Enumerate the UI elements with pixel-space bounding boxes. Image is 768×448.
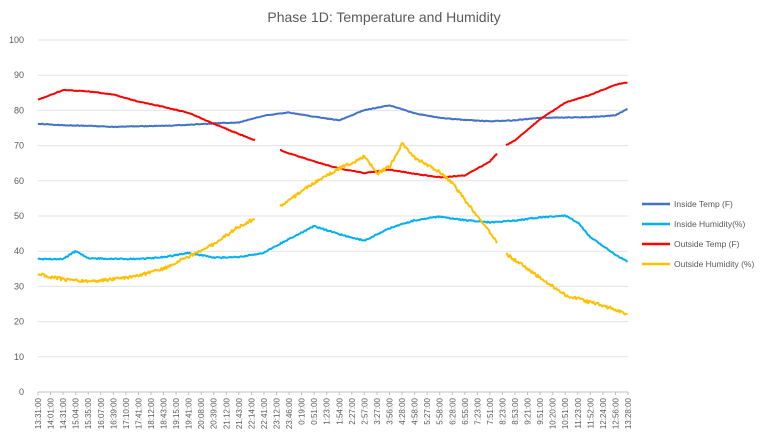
- y-tick-label: 20: [14, 317, 24, 327]
- y-tick-label: 70: [14, 141, 24, 151]
- series-line: [279, 149, 498, 179]
- y-axis: 0 10 20 30 40 50 60 70 80 90 100: [9, 35, 24, 397]
- x-tick-label: 6:55:00: [461, 397, 470, 424]
- y-tick-label: 100: [9, 35, 24, 45]
- y-tick-label: 0: [19, 387, 24, 397]
- x-tick-label: 22:41:00: [260, 397, 269, 429]
- x-tick-label: 4:58:00: [411, 397, 420, 424]
- series-line: [37, 218, 256, 284]
- x-tick-label: 19:41:00: [185, 397, 194, 429]
- x-tick-label: 18:12:00: [147, 397, 156, 429]
- x-tick-label: 21:43:00: [235, 397, 244, 429]
- series-line: [505, 81, 628, 146]
- x-tick-label: 15:35:00: [84, 397, 93, 429]
- legend-label: Outside Humidity (%): [674, 259, 754, 269]
- legend-label: Inside Humidity(%): [674, 219, 745, 229]
- x-tick-label: 5:58:00: [436, 397, 445, 424]
- x-tick-label: 20:08:00: [197, 397, 206, 429]
- x-tick-label: 18:43:00: [160, 397, 169, 429]
- x-tick-label: 14:31:00: [59, 397, 68, 429]
- x-tick-label: 4:28:00: [398, 397, 407, 424]
- x-tick-label: 7:23:00: [473, 397, 482, 424]
- x-tick-label: 2:57:00: [360, 397, 369, 424]
- x-tick-label: 3:27:00: [373, 397, 382, 424]
- x-tick-label: 10:20:00: [549, 397, 558, 429]
- legend-label: Outside Temp (F): [674, 239, 740, 249]
- y-tick-label: 50: [14, 211, 24, 221]
- x-tick-label: 7:51:00: [486, 397, 495, 424]
- y-tick-label: 80: [14, 105, 24, 115]
- x-tick-label: 8:23:00: [498, 397, 507, 424]
- x-tick-label: 2:27:00: [348, 397, 357, 424]
- x-tick-label: 5:27:00: [423, 397, 432, 424]
- x-tick-label: 12:56:00: [611, 397, 620, 429]
- plot-area: [37, 81, 629, 316]
- gridlines: [38, 39, 628, 393]
- series-line: [37, 214, 629, 263]
- x-tick-label: 20:39:00: [210, 397, 219, 429]
- x-tick-label: 0:51:00: [310, 397, 319, 424]
- series-line: [279, 141, 498, 244]
- series-line: [37, 88, 256, 142]
- legend-label: Inside Temp (F): [674, 199, 733, 209]
- x-tick-label: 23:12:00: [273, 397, 282, 429]
- y-tick-label: 10: [14, 352, 24, 362]
- x-tick-label: 15:04:00: [72, 397, 81, 429]
- series-line: [505, 252, 628, 316]
- x-tick-label: 12:24:00: [599, 397, 608, 429]
- x-tick-label: 16:07:00: [97, 397, 106, 429]
- x-tick-label: 13:31:00: [34, 397, 43, 429]
- y-tick-label: 60: [14, 176, 24, 186]
- x-tick-label: 9:51:00: [536, 397, 545, 424]
- x-tick-label: 11:52:00: [586, 397, 595, 428]
- x-tick-label: 17:10:00: [122, 397, 131, 429]
- x-axis: 13:31:00 14:01:00 14:31:00 15:04:00 15:35:00…: [34, 392, 633, 429]
- y-tick-label: 40: [14, 246, 24, 256]
- x-tick-label: 3:56:00: [385, 397, 394, 424]
- x-tick-label: 22:14:00: [247, 397, 256, 429]
- x-tick-label: 13:28:00: [624, 397, 633, 429]
- chart-title: Phase 1D: Temperature and Humidity: [267, 9, 500, 25]
- x-tick-label: 1:23:00: [323, 397, 332, 424]
- x-tick-label: 23:46:00: [285, 397, 294, 429]
- x-tick-label: 21:12:00: [222, 397, 231, 429]
- y-tick-label: 30: [14, 281, 24, 291]
- x-tick-label: 16:39:00: [109, 397, 118, 429]
- x-tick-label: 11:23:00: [574, 397, 583, 428]
- x-tick-label: 14:01:00: [47, 397, 56, 429]
- x-tick-label: 8:53:00: [511, 397, 520, 424]
- y-tick-label: 90: [14, 70, 24, 80]
- x-tick-label: 17:41:00: [134, 397, 143, 429]
- x-tick-label: 0:19:00: [298, 397, 307, 424]
- x-tick-label: 9:21:00: [524, 397, 533, 424]
- legend: Inside Temp (F) Inside Humidity(%) Outside…: [642, 199, 754, 269]
- series-line: [37, 104, 628, 129]
- x-tick-label: 19:15:00: [172, 397, 181, 429]
- x-tick-label: 6:28:00: [448, 397, 457, 424]
- x-tick-label: 10:51:00: [561, 397, 570, 429]
- x-tick-label: 1:54:00: [335, 397, 344, 424]
